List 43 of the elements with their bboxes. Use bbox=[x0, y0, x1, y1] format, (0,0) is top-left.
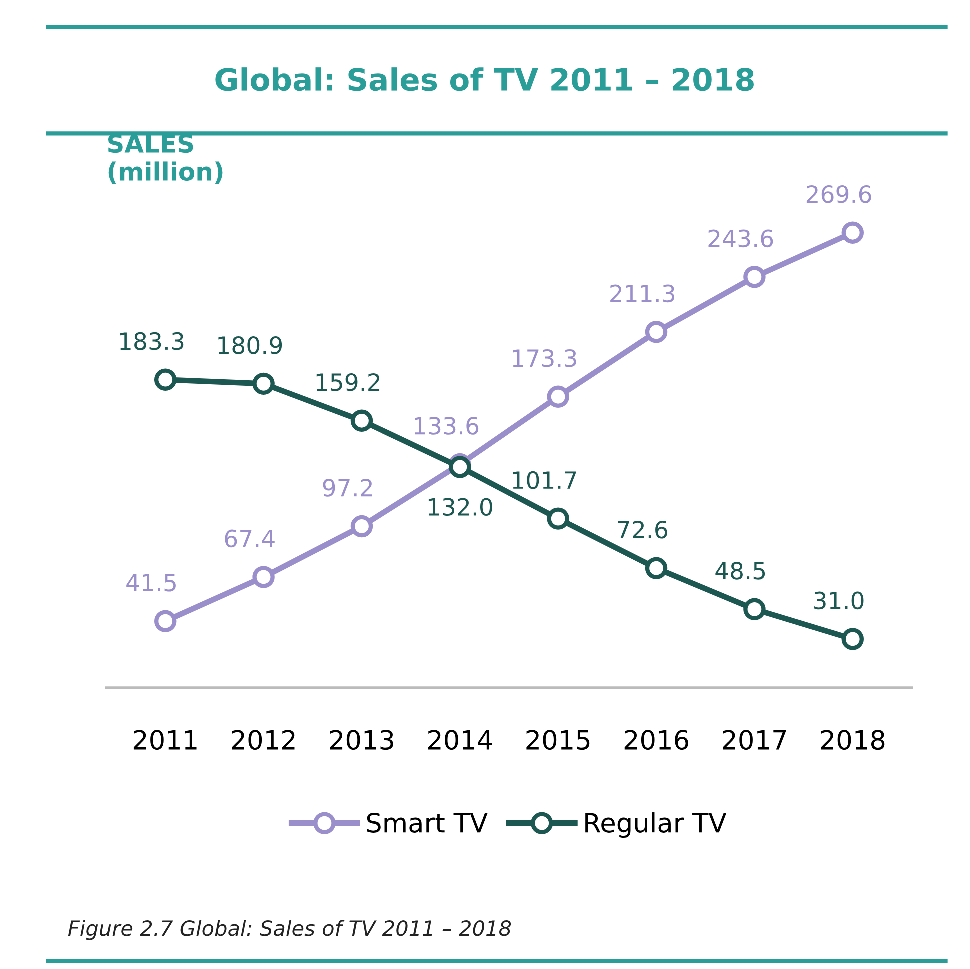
data-label: 211.3 bbox=[610, 284, 675, 303]
point bbox=[842, 222, 864, 244]
x-tick-label: 2016 bbox=[624, 730, 688, 750]
x-tick-label: 2017 bbox=[723, 730, 786, 750]
data-label: 101.7 bbox=[513, 471, 576, 490]
x-tick-label: 2013 bbox=[330, 730, 394, 750]
data-label: 41.5 bbox=[126, 574, 176, 592]
point bbox=[842, 628, 864, 650]
point bbox=[154, 368, 177, 391]
data-label: 269.6 bbox=[806, 185, 872, 204]
point bbox=[252, 372, 275, 396]
point bbox=[350, 410, 374, 432]
point bbox=[154, 610, 177, 632]
legend-label: Smart TV bbox=[367, 812, 488, 833]
data-label: 159.2 bbox=[316, 373, 380, 392]
data-label: 31.0 bbox=[814, 592, 864, 610]
point bbox=[744, 598, 766, 621]
point bbox=[350, 515, 374, 538]
data-label: 180.9 bbox=[218, 336, 282, 354]
x-tick-label: 2018 bbox=[821, 730, 885, 750]
data-label: 133.6 bbox=[415, 417, 479, 435]
point bbox=[645, 557, 668, 580]
data-label: 48.5 bbox=[716, 562, 766, 580]
x-tick-label: 2015 bbox=[526, 730, 590, 750]
data-label: 173.3 bbox=[513, 349, 576, 368]
data-label: 132.0 bbox=[428, 498, 492, 516]
caption: Figure 2.7 Global: Sales of TV 2011 – 2018 bbox=[68, 920, 512, 940]
chart-title: Global: Sales of TV 2011 – 2018 bbox=[216, 68, 754, 92]
point bbox=[449, 456, 472, 478]
point bbox=[645, 321, 668, 344]
x-tick-label: 2012 bbox=[232, 730, 295, 750]
point bbox=[744, 266, 766, 288]
data-label: 67.4 bbox=[225, 530, 275, 548]
legend-label: Regular TV bbox=[586, 812, 727, 838]
data-label: 97.2 bbox=[323, 479, 372, 497]
data-label: 243.6 bbox=[708, 230, 774, 248]
x-tick-label: 2014 bbox=[428, 730, 492, 750]
point bbox=[547, 386, 570, 408]
x-tick-label: 2011 bbox=[134, 730, 197, 750]
point bbox=[547, 508, 570, 530]
data-label: 72.6 bbox=[618, 520, 668, 539]
point bbox=[252, 566, 275, 588]
data-label: 183.3 bbox=[120, 332, 184, 350]
